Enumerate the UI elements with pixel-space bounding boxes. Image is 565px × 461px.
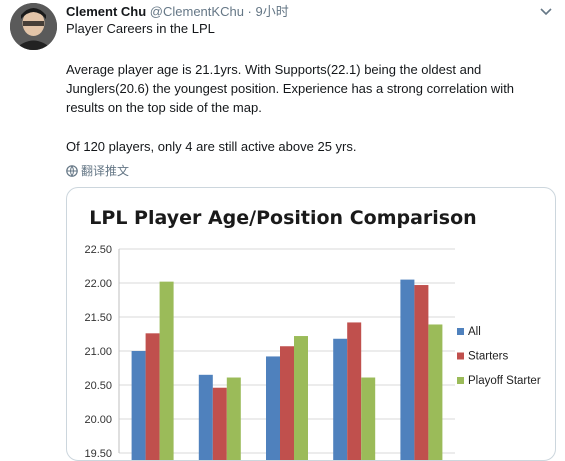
tweet-paragraph-1: Average player age is 21.1yrs. With Supp… [66, 62, 515, 115]
translate-label: 翻译推文 [81, 164, 130, 178]
bar-all [400, 279, 415, 460]
bar-playoff-starter [361, 377, 376, 460]
bar-playoff-starter [226, 377, 241, 460]
chart-image-card[interactable]: LPL Player Age/Position Comparison 22.50 2… [66, 187, 556, 461]
globe-icon [66, 165, 78, 177]
header-separator: · [243, 4, 256, 19]
bar-playoff-starter [159, 281, 174, 460]
tweet-header: Clement Chu @ClementKChu · 9小时 [66, 3, 289, 21]
bar-all [266, 356, 280, 460]
bar-all [131, 351, 146, 460]
y-tick-label: 22.00 [84, 278, 112, 290]
bar-chart: LPL Player Age/Position Comparison 22.50 2… [84, 207, 541, 460]
avatar[interactable] [10, 3, 57, 50]
legend-label: Starters [468, 351, 509, 363]
y-tick-label: 21.00 [84, 346, 112, 358]
y-tick-label: 22.50 [84, 244, 112, 256]
bar-playoff-starter [428, 324, 443, 460]
bar-starters [414, 285, 429, 460]
y-tick-label: 21.50 [84, 312, 112, 324]
legend-label: All [468, 326, 481, 338]
author-name[interactable]: Clement Chu [66, 4, 147, 19]
bar-starters [212, 387, 227, 460]
bar-starters [347, 322, 362, 460]
chart-title: LPL Player Age/Position Comparison [89, 207, 476, 229]
y-tick-label: 19.50 [84, 448, 112, 460]
y-tick-label: 20.50 [84, 380, 112, 392]
author-handle[interactable]: @ClementKChu [149, 4, 244, 19]
bar-playoff-starter [294, 336, 308, 460]
y-tick-label: 20.00 [84, 414, 112, 426]
bar-starters [280, 346, 294, 460]
tweet-paragraph-2: Of 120 players, only 4 are still active … [66, 139, 357, 154]
translate-link[interactable]: 翻译推文 [66, 162, 129, 179]
tweet-subtitle: Player Careers in the LPL [66, 21, 215, 36]
bar-all [333, 338, 348, 460]
bar-starters [145, 333, 160, 460]
legend-swatch [457, 328, 464, 335]
avatar-photo [10, 3, 57, 50]
chevron-down-icon[interactable] [537, 2, 555, 20]
bar-all [198, 374, 213, 460]
legend-swatch [457, 352, 464, 360]
legend-label: Playoff Starter [468, 375, 541, 387]
tweet-timestamp[interactable]: 9小时 [255, 4, 289, 19]
legend-swatch [457, 377, 464, 384]
